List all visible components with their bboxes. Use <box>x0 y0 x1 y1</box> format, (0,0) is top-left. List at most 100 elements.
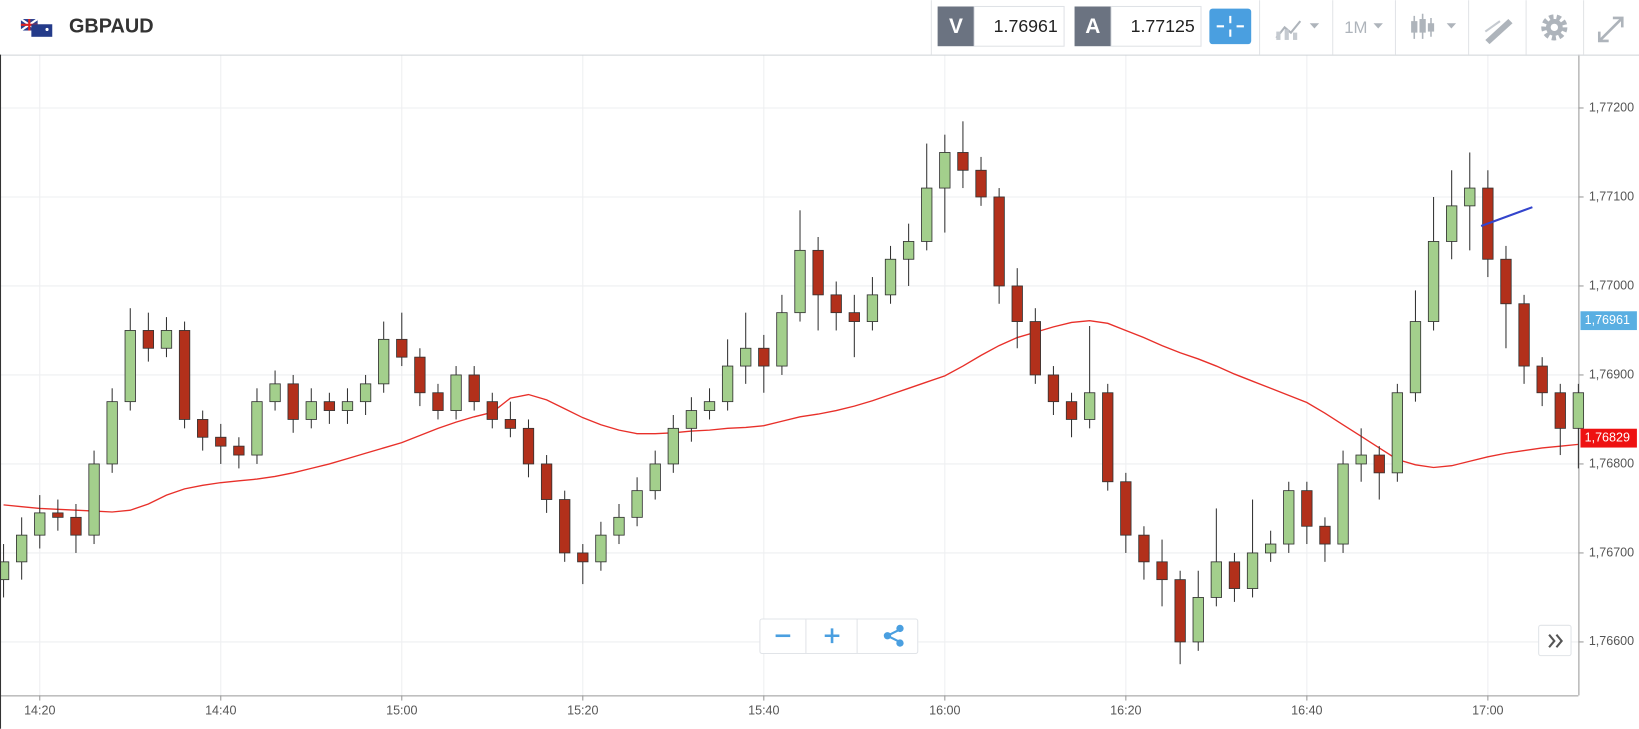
draw-icon <box>1485 19 1513 45</box>
candle-body <box>1536 365 1548 394</box>
candle-body <box>1011 285 1023 322</box>
crosshair-icon <box>1216 15 1244 37</box>
candle-body <box>233 445 245 456</box>
zoom-controls <box>759 618 919 655</box>
candle-body <box>287 383 299 420</box>
candle-body <box>1174 579 1186 643</box>
candle-body <box>215 436 227 447</box>
x-tick-label: 14:40 <box>205 703 236 717</box>
candle-body <box>1464 187 1476 207</box>
y-tick-label: 1,76900 <box>1589 367 1634 381</box>
candle-body <box>1047 374 1060 403</box>
fullscreen-button[interactable] <box>1597 16 1624 43</box>
candle-body <box>269 383 281 403</box>
candle-body <box>1156 561 1168 581</box>
price-marker <box>1580 311 1637 331</box>
indicators-button[interactable] <box>1275 20 1320 40</box>
x-tick-label: 14:20 <box>24 703 55 717</box>
candle-body <box>1409 321 1422 394</box>
trend-line <box>1480 206 1533 227</box>
flag-icon <box>20 18 53 37</box>
candle-body <box>649 463 661 492</box>
scroll-right-icon <box>1548 634 1564 648</box>
candle-body <box>939 152 951 189</box>
sell-label-bg <box>937 6 975 47</box>
buy-label-bg <box>1074 6 1112 47</box>
sell-button[interactable]: V 1.76961 <box>937 5 1065 47</box>
scroll-right-button[interactable] <box>1538 624 1572 657</box>
share-button[interactable] <box>883 624 904 647</box>
candle-body <box>740 347 752 367</box>
candle-body <box>1446 205 1458 242</box>
chart-type-icon <box>1411 21 1418 33</box>
candle-body <box>16 534 28 563</box>
candle-body <box>359 383 372 403</box>
candle-body <box>396 338 408 358</box>
toolbar-bg <box>0 0 1639 55</box>
candle-body <box>577 552 589 563</box>
x-tick-label: 17:00 <box>1472 703 1503 717</box>
draw-button[interactable] <box>1484 19 1513 45</box>
candle-body <box>142 330 155 349</box>
chart-type-icon <box>1419 19 1426 33</box>
candle-body <box>1355 454 1367 465</box>
candle-body <box>975 169 987 198</box>
x-tick-label: 15:40 <box>748 703 779 717</box>
candle-body <box>884 258 897 296</box>
flag-au <box>31 24 53 37</box>
candle-body <box>758 347 770 367</box>
candle-body <box>1102 392 1114 483</box>
candle-body <box>830 294 842 314</box>
indicators-icon <box>1284 29 1289 40</box>
chart-type-button[interactable] <box>1411 13 1457 39</box>
settings-button[interactable] <box>1541 14 1568 41</box>
y-tick-label: 1,77000 <box>1589 278 1634 292</box>
candle-body <box>1518 303 1530 367</box>
crosshair-button[interactable] <box>1209 8 1252 45</box>
candle-body <box>631 490 643 518</box>
price-marker-label: 1,76961 <box>1585 313 1630 327</box>
candle-body <box>178 330 191 420</box>
indicators-icon <box>1276 31 1281 40</box>
candle-body <box>52 512 64 518</box>
timeframe: 1M <box>1344 18 1367 37</box>
candle-body <box>902 241 915 260</box>
candle-body <box>88 463 100 536</box>
candle-body <box>1319 525 1331 545</box>
candle-body <box>124 330 136 403</box>
buy-button[interactable]: A 1.77125 <box>1074 5 1202 47</box>
share-icon <box>883 632 892 640</box>
candle-body <box>34 512 46 536</box>
candle-body <box>106 401 118 465</box>
candle-body <box>1283 490 1295 545</box>
candle-body <box>921 187 933 242</box>
candle-body <box>1228 561 1241 589</box>
candle-body <box>522 427 535 465</box>
candle-body <box>70 516 82 536</box>
candle-body <box>414 356 426 394</box>
candle-body <box>559 499 571 554</box>
candle-body <box>305 401 317 420</box>
candle-body <box>957 152 969 171</box>
candle-body <box>468 374 480 403</box>
candle-body <box>486 401 498 420</box>
candle-body <box>1029 321 1041 376</box>
y-tick-label: 1,76800 <box>1589 456 1634 470</box>
candle-body <box>1500 258 1512 305</box>
candle-body <box>0 561 10 581</box>
candle-body <box>1373 454 1385 474</box>
candle-body <box>160 330 173 349</box>
timeframe-button[interactable]: 1M <box>1344 18 1383 37</box>
candle-body <box>794 249 806 314</box>
candle-body <box>378 338 390 385</box>
zoom-in-button[interactable] <box>824 628 840 644</box>
candle-body <box>721 365 734 403</box>
candle-body <box>1120 481 1132 536</box>
candle-body <box>848 312 860 322</box>
candle-body <box>1572 392 1585 429</box>
candle-body <box>1554 392 1566 429</box>
candle-body <box>323 401 336 411</box>
price-marker-label: 1,76829 <box>1585 430 1630 444</box>
